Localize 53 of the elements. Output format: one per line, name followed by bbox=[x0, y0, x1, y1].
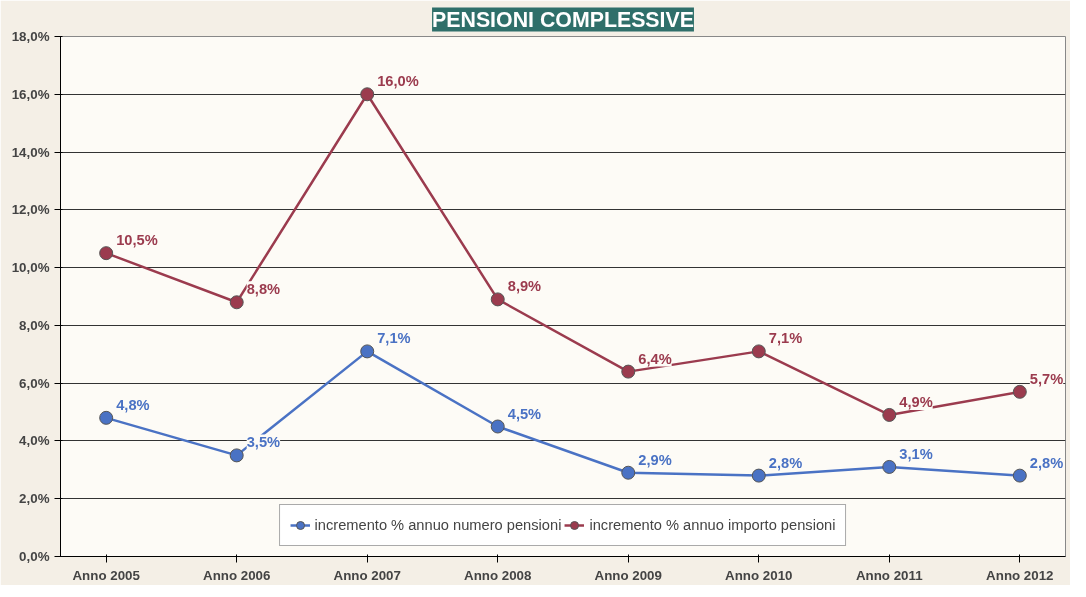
point bbox=[1012, 468, 1027, 483]
point bbox=[360, 87, 375, 102]
point bbox=[490, 419, 505, 434]
point bbox=[229, 295, 244, 310]
data-label: 6,4% bbox=[638, 350, 672, 367]
point bbox=[621, 465, 636, 480]
point bbox=[751, 468, 766, 483]
x-tick-label: Anno 2010 bbox=[725, 567, 793, 583]
y-tick-label: 18,0% bbox=[11, 29, 50, 44]
data-label: 2,8% bbox=[1029, 454, 1064, 471]
x-tick-label: Anno 2005 bbox=[72, 567, 141, 583]
point bbox=[1012, 384, 1027, 399]
y-tick-label: 2,0% bbox=[19, 491, 50, 507]
data-label: 4,5% bbox=[507, 405, 542, 422]
legend-label: incremento % annuo numero pensioni bbox=[314, 517, 562, 533]
data-label: 8,8% bbox=[246, 281, 281, 298]
point bbox=[229, 448, 244, 463]
y-tick-label: 4,0% bbox=[19, 433, 50, 449]
x-tick-label: Anno 2008 bbox=[464, 567, 532, 583]
x-tick-label: Anno 2011 bbox=[855, 567, 924, 583]
point bbox=[751, 344, 766, 359]
data-label: 7,1% bbox=[377, 330, 411, 347]
point bbox=[360, 344, 375, 359]
data-label: 5,7% bbox=[1029, 370, 1064, 387]
point bbox=[490, 292, 505, 307]
x-tick-label: Anno 2007 bbox=[333, 567, 401, 583]
data-label: 3,5% bbox=[246, 434, 281, 451]
data-label: 3,1% bbox=[899, 445, 933, 462]
point bbox=[621, 364, 636, 379]
legend-label: incremento % annuo importo pensioni bbox=[589, 517, 836, 533]
data-label: 4,9% bbox=[899, 393, 933, 410]
y-tick-label: 8,0% bbox=[19, 317, 50, 333]
y-tick-label: 14,0% bbox=[11, 144, 50, 160]
y-tick-label: 12,0% bbox=[11, 202, 50, 218]
data-label: 8,9% bbox=[507, 278, 542, 295]
data-label: 16,0% bbox=[377, 73, 419, 90]
x-tick-label: Anno 2006 bbox=[203, 567, 271, 583]
x-tick-label: Anno 2012 bbox=[986, 567, 1054, 583]
data-label: 2,9% bbox=[638, 451, 672, 468]
chart-title: PENSIONI COMPLESSIVE bbox=[432, 7, 694, 32]
data-label: 2,8% bbox=[768, 454, 803, 471]
y-tick-label: 0,0% bbox=[19, 549, 50, 564]
data-label: 10,5% bbox=[116, 232, 158, 249]
point bbox=[99, 246, 114, 261]
point bbox=[882, 407, 897, 422]
point bbox=[99, 410, 114, 425]
data-label: 4,8% bbox=[116, 396, 150, 413]
x-tick-label: Anno 2009 bbox=[594, 567, 662, 583]
y-tick-label: 6,0% bbox=[19, 375, 50, 391]
point bbox=[882, 459, 897, 474]
data-label: 7,1% bbox=[768, 330, 803, 347]
y-tick-label: 16,0% bbox=[11, 86, 50, 102]
y-tick-label: 10,0% bbox=[11, 260, 50, 276]
